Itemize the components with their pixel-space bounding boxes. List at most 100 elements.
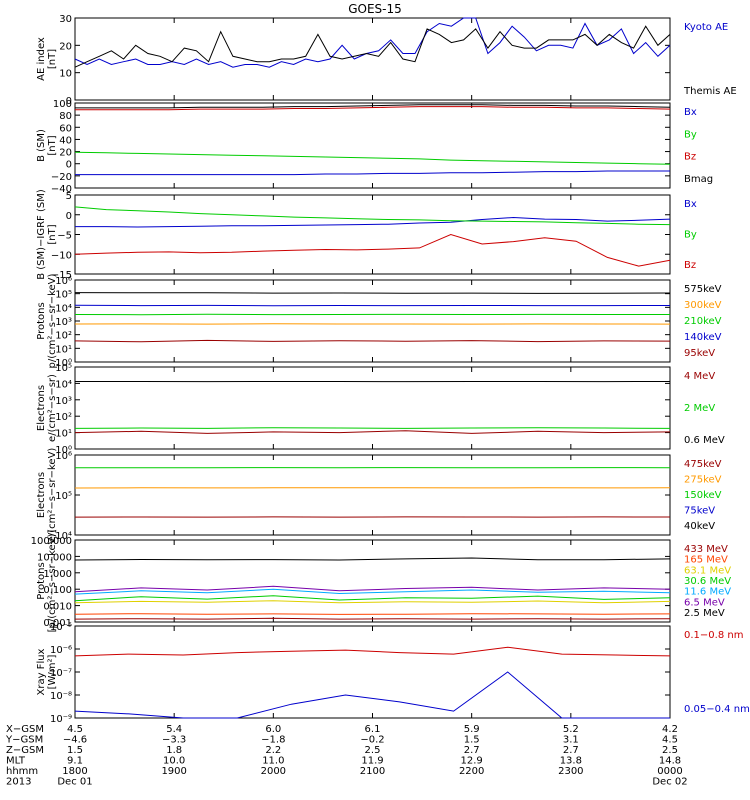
panel-frame <box>74 194 671 275</box>
legend-entry: 140keV <box>684 332 722 343</box>
footer-cell: 6.0 <box>265 724 281 735</box>
legend-entry: 210keV <box>684 316 722 327</box>
series-0-1-0-8-nm <box>74 646 671 657</box>
panel-8: 10⁻⁵ 10⁻⁶ 10⁻⁷ 10⁻⁸ 10⁻⁹ Xray Flux [W/m²] 0.1−0… <box>36 622 750 725</box>
y-axis-label: [nT] <box>47 224 58 244</box>
footer-table: X−GSMY−GSMZ−GSMMLThhmm20134.5−4.61.59.11… <box>5 724 688 788</box>
footer-cell: 2.7 <box>464 745 480 756</box>
legend-entry: Themis AE <box>683 86 737 97</box>
series-11-6-mev <box>74 588 671 595</box>
y-tick-label: 10.000 <box>37 552 72 563</box>
y-tick-label: 40 <box>59 135 72 146</box>
panel-7: 100.000 10.000 1.000 0.100 0.010 0.001 Protons… <box>31 530 732 633</box>
series-bx <box>75 170 670 176</box>
panel-5: 10⁵ 10⁴ 10³ 10² 10¹ 10⁰ Electrons e/(cm²−s−sr) 4… <box>36 363 725 456</box>
footer-cell: 1.8 <box>166 745 182 756</box>
y-tick-label: 10⁴ <box>55 531 72 542</box>
y-tick-label: 10⁴ <box>55 303 72 314</box>
y-tick-label: −20 <box>51 172 72 183</box>
footer-cell: 1.5 <box>464 735 480 746</box>
y-tick-label: 10³ <box>55 317 72 328</box>
series-bx <box>75 216 671 228</box>
legend-entry: 11.6 MeV <box>684 587 731 598</box>
footer-cell: 0000 <box>657 766 682 777</box>
y-tick-label: 100 <box>53 99 72 110</box>
legend-entry: Bx <box>684 199 697 210</box>
panel-frame <box>74 366 671 450</box>
y-tick-label: −5 <box>57 231 72 242</box>
legend-entry: 6.5 MeV <box>684 597 725 608</box>
legend-entry: By <box>684 129 697 140</box>
y-tick-label: −40 <box>51 184 72 195</box>
footer-row-label: X−GSM <box>6 724 44 735</box>
legend-entry: Kyoto AE <box>684 22 728 33</box>
y-tick-label: 5 <box>66 191 72 202</box>
footer-cell: Dec 01 <box>57 777 92 788</box>
series-2-5-mev <box>74 557 671 561</box>
series-95kev <box>74 339 671 343</box>
y-tick-label: 0.100 <box>43 585 72 596</box>
footer-cell: 14.8 <box>659 756 681 767</box>
series-by <box>74 151 671 165</box>
legend-entry: By <box>684 230 697 241</box>
footer-cell: −3.3 <box>162 735 186 746</box>
panel-frame <box>74 625 671 719</box>
series-0-05-0-4-nm <box>74 671 670 719</box>
y-axis-label: B (SM)−IGRF (SM) <box>36 189 47 280</box>
y-axis-label: e/(cm²−s−sr) <box>47 374 58 442</box>
y-tick-label: 30 <box>59 14 72 25</box>
y-axis-label: AE index <box>36 37 47 81</box>
footer-cell: 4.5 <box>67 724 83 735</box>
y-tick-label: 10⁶ <box>55 451 72 462</box>
y-tick-label: 10⁶ <box>55 276 72 287</box>
footer-cell: 2000 <box>261 766 286 777</box>
legend-entry: 75keV <box>684 506 715 517</box>
y-axis-label: Electrons <box>36 385 47 431</box>
legend-entry: 95keV <box>684 348 715 359</box>
y-axis-label: [nT] <box>47 49 58 69</box>
y-tick-label: 0.010 <box>43 602 72 613</box>
footer-cell: 2.7 <box>563 745 579 756</box>
panel-frame <box>74 17 671 101</box>
series-bz <box>75 106 671 111</box>
series-by <box>74 206 671 226</box>
y-tick-label: 10² <box>55 331 72 342</box>
y-tick-label: −15 <box>51 270 72 281</box>
footer-cell: 4.5 <box>662 735 678 746</box>
y-axis-label: Xray Flux <box>36 648 47 695</box>
y-tick-label: 10⁴ <box>55 379 72 390</box>
y-tick-label: 10⁻⁹ <box>50 714 72 725</box>
footer-cell: 5.9 <box>464 724 480 735</box>
footer-cell: 11.0 <box>262 756 284 767</box>
panel-3: 5 0 −5 −10 −15 B (SM)−IGRF (SM) [nT] Bx By Bz <box>36 189 697 281</box>
y-tick-label: 10⁻⁵ <box>50 622 72 633</box>
y-tick-label: 0.001 <box>43 618 72 629</box>
legend-entry: 150keV <box>684 490 722 501</box>
footer-cell: 2.5 <box>662 745 678 756</box>
legend-entry: 0.6 MeV <box>684 435 725 446</box>
series-bz <box>74 233 671 267</box>
legend-entry: Bz <box>684 152 696 163</box>
y-axis-label: Protons <box>36 302 47 339</box>
footer-cell: 1900 <box>161 766 186 777</box>
legend-entry: 40keV <box>684 521 715 532</box>
y-tick-label: 0 <box>66 160 72 171</box>
series-4-mev <box>74 430 671 434</box>
panel-4: 10⁶ 10⁵ 10⁴ 10³ 10² 10¹ 10⁰ Protons p/(cm²−s−sr−… <box>36 273 722 369</box>
footer-cell: 11.9 <box>361 756 383 767</box>
y-tick-label: 20 <box>59 148 72 159</box>
footer-cell: 2100 <box>360 766 385 777</box>
series-433-mev <box>74 617 671 620</box>
footer-row-label: 2013 <box>6 777 31 788</box>
footer-cell: 1.5 <box>67 745 83 756</box>
legend-entry: 63.1 MeV <box>684 565 731 576</box>
footer-cell: 9.1 <box>67 756 83 767</box>
series-30-6-mev <box>74 595 671 602</box>
y-axis-label: Protons <box>36 562 47 599</box>
y-tick-label: 10⁵ <box>55 491 72 502</box>
footer-cell: 2300 <box>558 766 583 777</box>
y-axis-label: p/(cm²−s−sr−keV) <box>47 273 58 368</box>
footer-cell: Dec 02 <box>652 777 687 788</box>
legend-entry: 275keV <box>684 475 722 486</box>
